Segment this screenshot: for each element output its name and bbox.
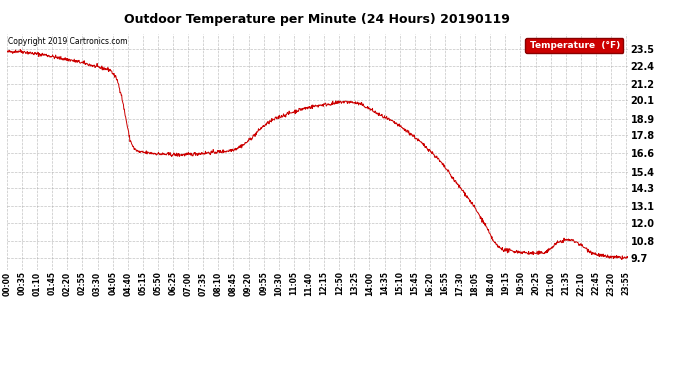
Text: Copyright 2019 Cartronics.com: Copyright 2019 Cartronics.com [8, 37, 128, 46]
Legend: Temperature  (°F): Temperature (°F) [525, 38, 623, 53]
Text: Outdoor Temperature per Minute (24 Hours) 20190119: Outdoor Temperature per Minute (24 Hours… [124, 13, 511, 26]
